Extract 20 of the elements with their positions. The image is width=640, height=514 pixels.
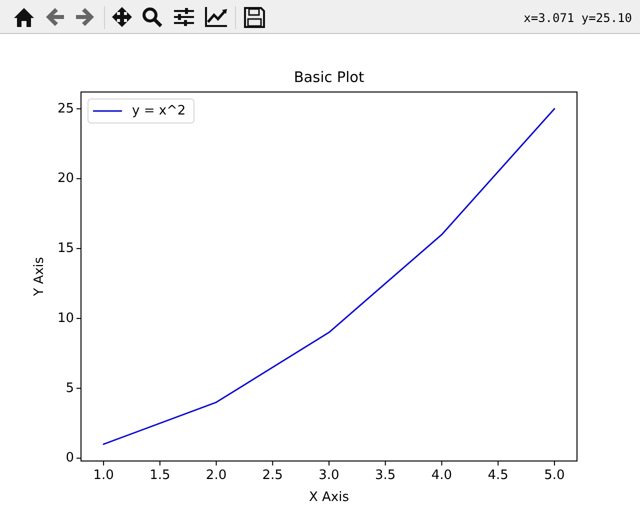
x-tick-label: 2.0 — [206, 468, 227, 483]
text: x=3.071 y=25.10 — [524, 11, 632, 25]
x-tick-label: 1.0 — [93, 468, 114, 483]
x-tick-label: 2.5 — [262, 468, 283, 483]
y-tick-label: 20 — [57, 171, 74, 186]
x-tick-label: 1.5 — [150, 468, 170, 483]
y-tick-label: 25 — [57, 101, 74, 116]
x-tick-label: 5.0 — [544, 468, 565, 483]
chart-title: Basic Plot — [294, 70, 364, 86]
y-tick-label: 15 — [57, 241, 74, 256]
y-tick-label: 0 — [66, 450, 74, 466]
y-axis-title: Y Axis — [32, 256, 47, 298]
y-tick-label: 5 — [66, 380, 74, 396]
legend-label: y = x^2 — [132, 104, 186, 118]
x-tick-label: 3.5 — [375, 468, 396, 483]
y-tick-label: 10 — [57, 310, 74, 326]
x-tick-label: 4.5 — [488, 468, 508, 483]
x-tick-label: 3.0 — [318, 468, 340, 483]
x-tick-label: 4.0 — [431, 468, 452, 483]
x-axis-title: X Axis — [308, 490, 350, 505]
